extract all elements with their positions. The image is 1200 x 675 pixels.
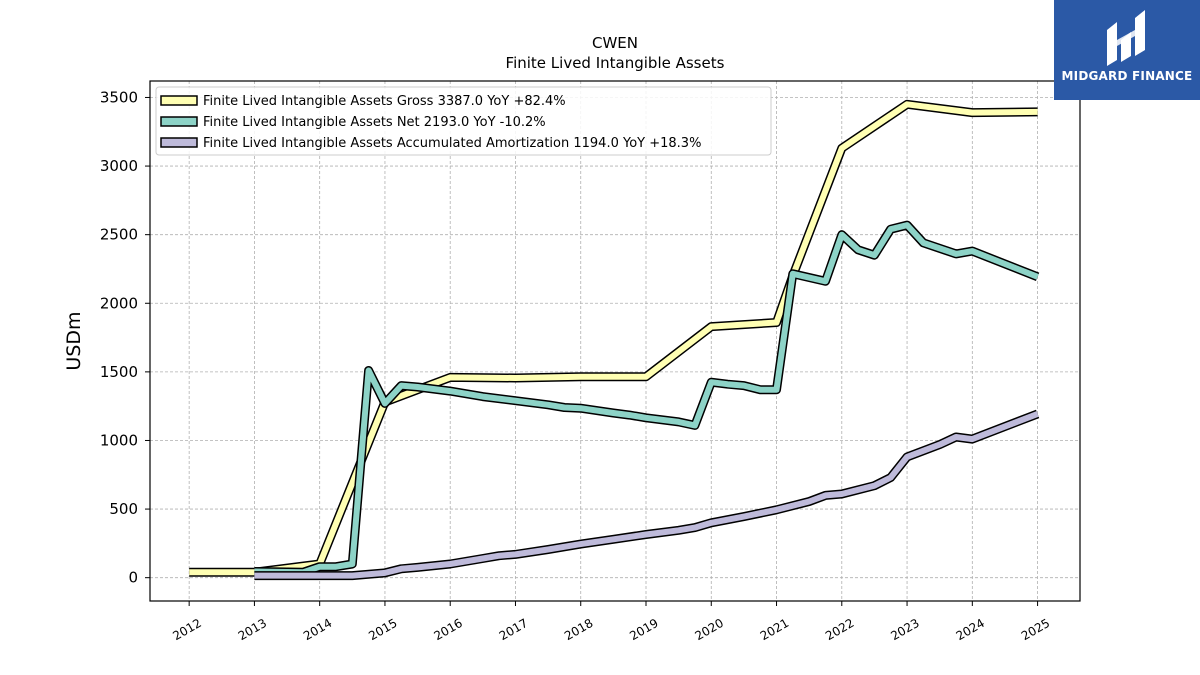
x-tick-label: 2015 xyxy=(366,616,399,643)
y-tick-label: 1500 xyxy=(100,363,138,381)
x-tick-label: 2021 xyxy=(758,616,791,643)
x-tick-label: 2018 xyxy=(562,616,595,643)
legend-label: Finite Lived Intangible Assets Gross 338… xyxy=(203,94,566,109)
x-tick-label: 2020 xyxy=(693,616,726,643)
series-lines xyxy=(189,99,1040,581)
y-tick-label: 0 xyxy=(128,569,138,587)
grid xyxy=(150,81,1080,601)
x-tick-label: 2014 xyxy=(301,616,334,643)
y-tick-label: 2000 xyxy=(100,294,138,312)
legend-box xyxy=(155,86,772,156)
series-line xyxy=(189,101,1038,576)
x-tick-label: 2019 xyxy=(627,616,660,643)
brand-logo: MIDGARD FINANCE xyxy=(1054,0,1200,100)
x-tick-label: 2023 xyxy=(888,616,921,643)
midgard-logo-icon xyxy=(1107,10,1145,66)
legend-label: Finite Lived Intangible Assets Net 2193.… xyxy=(203,115,546,130)
chart-title: CWEN xyxy=(592,34,638,52)
series-line xyxy=(254,411,1039,579)
y-tick-label: 2500 xyxy=(100,226,138,244)
x-tick-label: 2024 xyxy=(954,616,987,643)
series-line xyxy=(254,222,1039,576)
legend-swatch xyxy=(160,137,198,148)
y-tick-label: 3000 xyxy=(100,157,138,175)
x-tick-label: 2017 xyxy=(497,616,530,643)
legend-label: Finite Lived Intangible Assets Accumulat… xyxy=(203,136,701,151)
chart-subtitle: Finite Lived Intangible Assets xyxy=(506,54,725,72)
x-tick-label: 2022 xyxy=(823,616,856,643)
logo-text: MIDGARD FINANCE xyxy=(1061,69,1193,83)
x-tick-label: 2013 xyxy=(236,616,269,643)
x-tick-label: 2012 xyxy=(170,616,203,643)
legend-swatch xyxy=(160,116,198,127)
y-tick-label: 500 xyxy=(109,500,138,518)
axes: 0 500 1000 1500 2000 2500 3000 3500 2012 2013 2014… xyxy=(100,88,1052,643)
series-line-outline xyxy=(189,99,1038,577)
y-tick-label: 1000 xyxy=(100,431,138,449)
x-tick-label: 2016 xyxy=(431,616,464,643)
y-tick-label: 3500 xyxy=(100,88,138,106)
legend: Finite Lived Intangible Assets Gross 338… xyxy=(155,86,772,156)
plot-frame xyxy=(149,80,1081,602)
legend-swatch xyxy=(160,95,198,106)
y-axis-label: USDm xyxy=(63,311,85,370)
x-tick-label: 2025 xyxy=(1019,616,1052,643)
